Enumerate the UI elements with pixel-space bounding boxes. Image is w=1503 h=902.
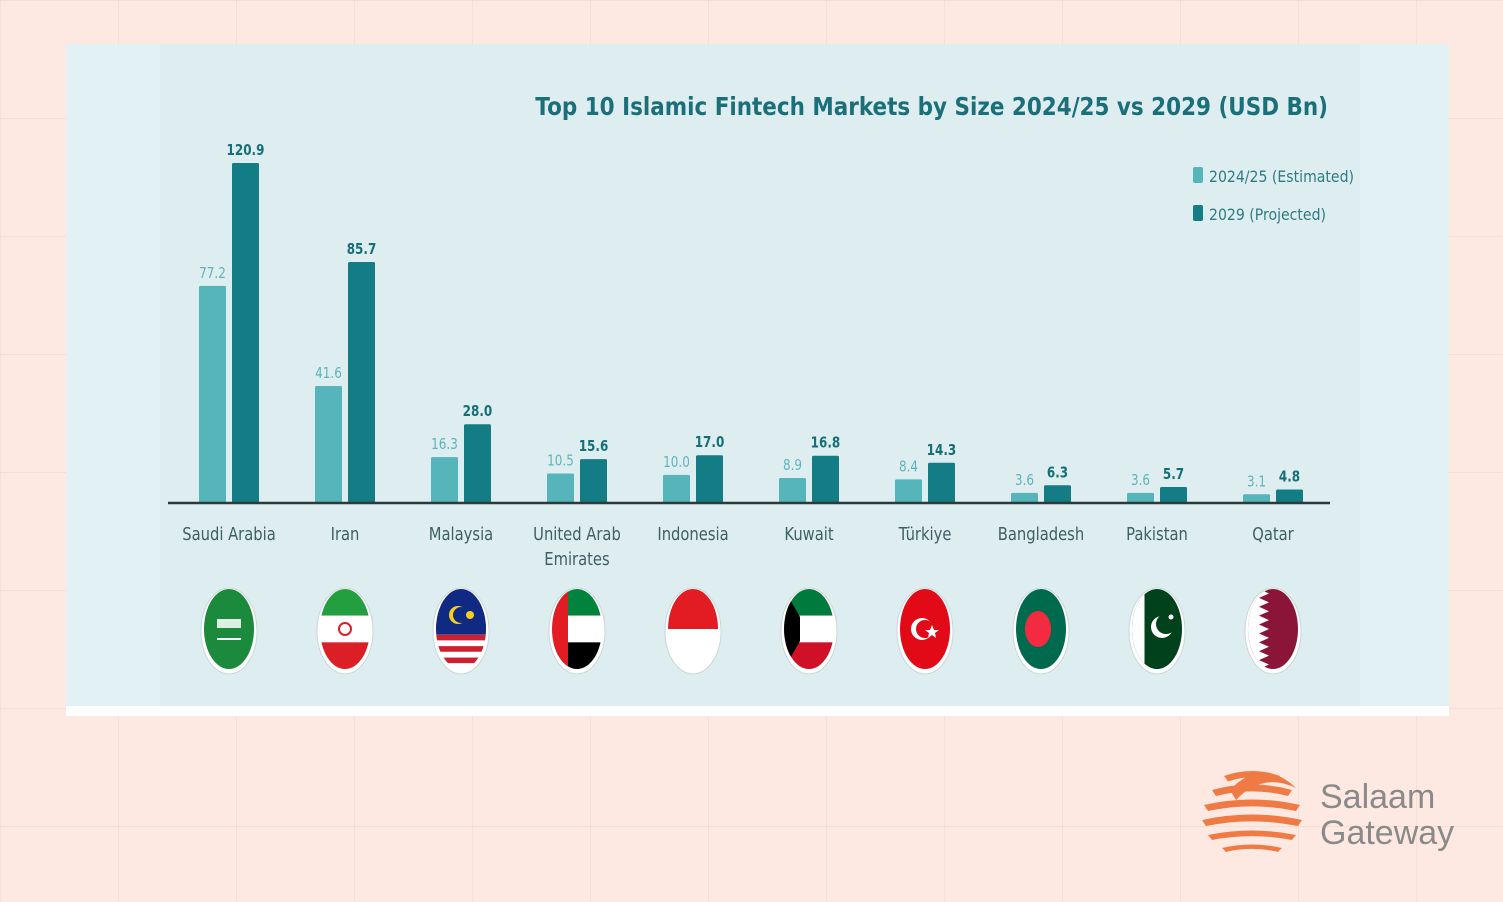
logo-swoosh-6 [1222, 844, 1282, 852]
data-label-turkiye-estimated: 8.4 [899, 458, 918, 476]
data-label-turkiye-projected: 14.3 [927, 442, 957, 460]
data-label-united-arab-emirates-projected: 15.6 [579, 438, 609, 456]
bar-kuwait-projected [812, 455, 839, 503]
iran-flag-icon [316, 587, 374, 675]
category-label-bangladesh: Bangladesh [998, 524, 1084, 545]
uae-flag-icon [548, 587, 606, 675]
legend-label-projected: 2029 (Projected) [1209, 205, 1326, 224]
legend-label-estimated: 2024/25 (Estimated) [1209, 167, 1354, 186]
category-label-turkiye: Türkiye [898, 524, 952, 545]
bar-malaysia-estimated [431, 457, 458, 503]
category-label-saudi-arabia: Saudi Arabia [182, 524, 276, 545]
data-label-kuwait-projected: 16.8 [811, 435, 841, 453]
data-label-bangladesh-projected: 6.3 [1047, 464, 1068, 482]
bar-saudi-arabia-projected [232, 163, 259, 503]
bar-iran-projected [348, 261, 375, 503]
bar-bangladesh-estimated [1011, 492, 1038, 503]
category-label-pakistan: Pakistan [1126, 524, 1188, 545]
bar-malaysia-projected [464, 424, 491, 503]
brand-name-line2: Gateway [1320, 814, 1454, 852]
data-label-saudi-arabia-projected: 120.9 [227, 142, 265, 160]
logo-swoosh-5 [1208, 830, 1296, 840]
bar-united-arab-emirates-projected [580, 459, 607, 503]
legend-swatch-projected [1193, 205, 1203, 221]
data-label-saudi-arabia-estimated: 77.2 [199, 265, 226, 283]
malaysia-flag-icon [432, 587, 490, 675]
bar-turkiye-projected [928, 462, 955, 503]
data-label-pakistan-estimated: 3.6 [1131, 472, 1150, 490]
category-label-united-arab-emirates-line2: Emirates [544, 549, 609, 570]
bangladesh-flag-icon [1012, 587, 1070, 675]
chart-title: Top 10 Islamic Fintech Markets by Size 2… [535, 92, 1328, 121]
data-label-indonesia-projected: 17.0 [695, 434, 725, 452]
data-label-qatar-estimated: 3.1 [1247, 473, 1266, 491]
data-label-indonesia-estimated: 10.0 [663, 454, 690, 472]
bar-qatar-estimated [1243, 494, 1270, 503]
salaam-gateway-logo-icon [1202, 771, 1302, 852]
bar-iran-estimated [315, 386, 342, 503]
bar-pakistan-projected [1160, 486, 1187, 503]
data-label-qatar-projected: 4.8 [1279, 468, 1300, 486]
bar-saudi-arabia-estimated [199, 285, 226, 503]
logo-swoosh-2 [1212, 784, 1292, 797]
data-label-iran-projected: 85.7 [347, 241, 377, 259]
data-label-malaysia-estimated: 16.3 [431, 436, 458, 454]
category-label-qatar: Qatar [1252, 524, 1294, 545]
category-label-kuwait: Kuwait [784, 524, 834, 545]
pakistan-flag-icon [1128, 587, 1186, 675]
bars-group: 77.2 120.9 Saudi Arabia 41.6 85.7 Iran 16.3 28.… [182, 142, 1303, 570]
data-label-united-arab-emirates-estimated: 10.5 [547, 452, 574, 470]
data-label-bangladesh-estimated: 3.6 [1015, 472, 1034, 490]
logo-swoosh-3 [1204, 799, 1300, 812]
category-label-united-arab-emirates: United Arab [533, 524, 621, 545]
category-label-iran: Iran [331, 524, 360, 545]
brand-name-line1: Salaam [1320, 778, 1435, 816]
data-label-iran-estimated: 41.6 [315, 365, 342, 383]
kuwait-flag-icon [780, 587, 838, 675]
data-label-pakistan-projected: 5.7 [1163, 466, 1184, 484]
qatar-flag-icon [1244, 587, 1302, 675]
bar-united-arab-emirates-estimated [547, 473, 574, 503]
bar-pakistan-estimated [1127, 492, 1154, 503]
flags-group [200, 587, 1302, 675]
bar-bangladesh-projected [1044, 485, 1071, 503]
logo-top-arc [1230, 772, 1296, 800]
indonesia-flag-icon [664, 587, 722, 675]
legend-swatch-estimated [1193, 167, 1203, 183]
turkiye-flag-icon [896, 587, 954, 675]
bar-turkiye-estimated [895, 479, 922, 503]
logo-swoosh-4 [1202, 814, 1302, 827]
bar-kuwait-estimated [779, 477, 806, 503]
category-label-malaysia: Malaysia [429, 524, 493, 545]
saudi-arabia-flag-icon [200, 587, 258, 675]
data-label-malaysia-projected: 28.0 [463, 403, 493, 421]
bar-indonesia-projected [696, 455, 723, 503]
bar-qatar-projected [1276, 489, 1303, 503]
bar-indonesia-estimated [663, 474, 690, 503]
category-label-indonesia: Indonesia [657, 524, 728, 545]
data-label-kuwait-estimated: 8.9 [783, 457, 802, 475]
brand-logo: Salaam Gateway [1202, 771, 1454, 852]
card-bottom-strip [66, 706, 1449, 716]
